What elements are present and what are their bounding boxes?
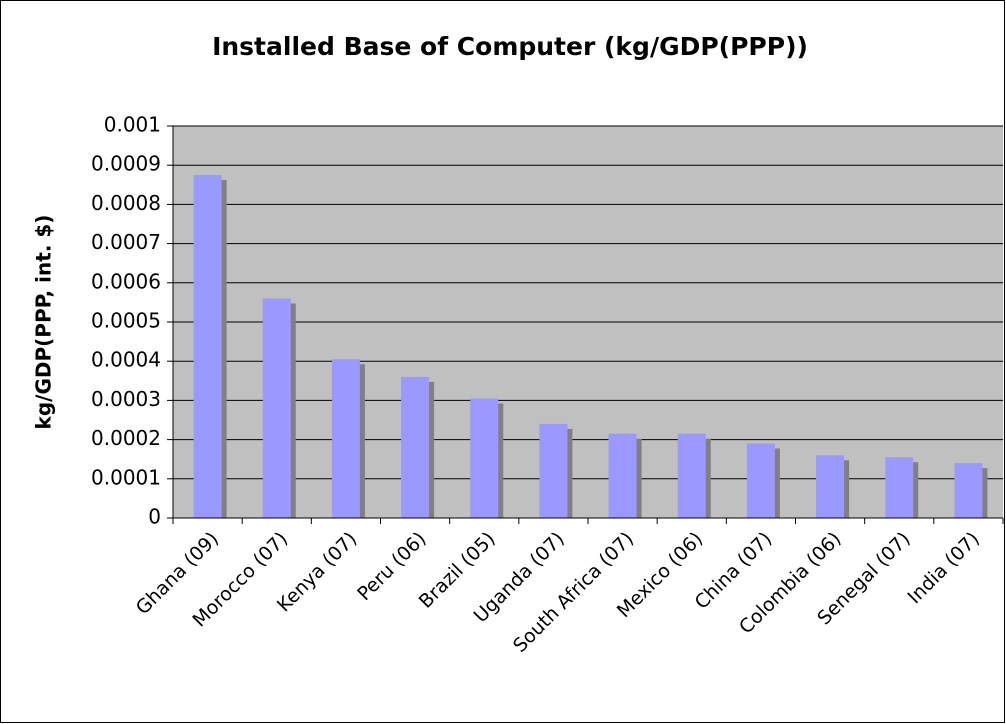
- y-tick-label: 0.0006: [91, 269, 161, 293]
- y-tick-label: 0.0005: [91, 309, 161, 333]
- bar: [885, 457, 914, 518]
- bar: [331, 359, 360, 518]
- y-tick-label: 0.0002: [91, 426, 161, 450]
- y-axis-label: kg/GDP(PPP, int. $): [32, 215, 56, 430]
- bar: [401, 376, 430, 518]
- bar: [262, 298, 291, 518]
- chart-title: Installed Base of Computer (kg/GDP(PPP)): [212, 32, 808, 61]
- y-tick-label: 0.0003: [91, 387, 161, 411]
- y-tick-label: 0.0004: [91, 348, 161, 372]
- bar: [470, 398, 499, 518]
- y-tick-label: 0.001: [104, 113, 161, 137]
- bar: [608, 433, 637, 518]
- bar: [539, 423, 568, 518]
- bar: [954, 463, 983, 518]
- y-tick-label: 0: [148, 505, 161, 529]
- y-tick-label: 0.0001: [91, 465, 161, 489]
- y-tick-label: 0.0009: [91, 152, 161, 176]
- bar: [816, 455, 845, 518]
- bar: [677, 433, 706, 518]
- y-tick-label: 0.0008: [91, 191, 161, 215]
- bar: [746, 443, 775, 518]
- bar: [193, 175, 222, 518]
- y-tick-label: 0.0007: [91, 230, 161, 254]
